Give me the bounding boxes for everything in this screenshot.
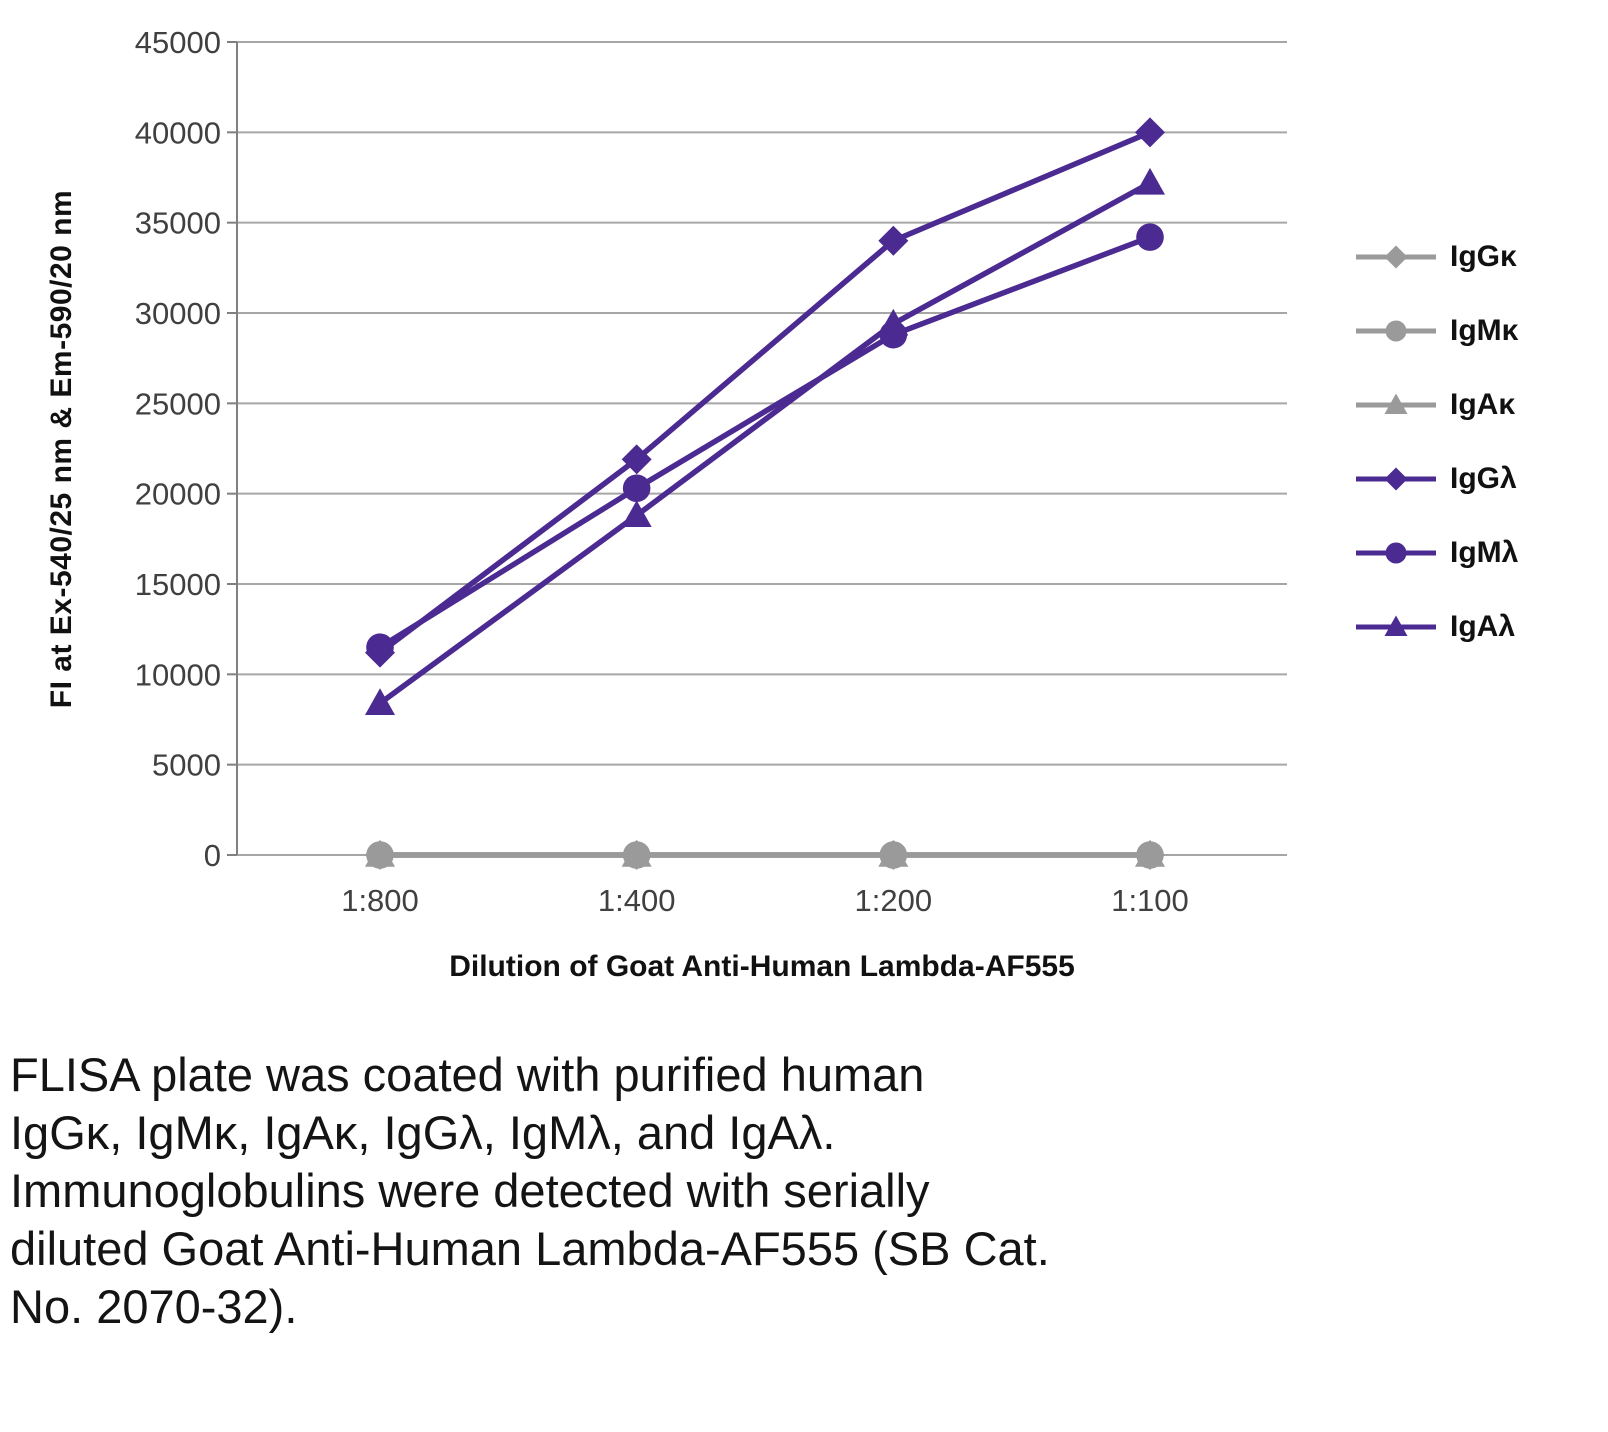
legend-item-IgMλ: IgMλ [1352,536,1518,570]
marker-IgAλ [1135,167,1165,195]
marker-IgAκ [621,840,652,867]
triangle-marker-icon [1356,393,1436,414]
x-tick-label: 1:100 [1111,883,1189,918]
legend-label: IgMκ [1450,314,1519,347]
marker-IgMλ [366,633,394,662]
marker-IgAκ [878,840,909,867]
legend-label: IgGκ [1450,240,1517,273]
legend-item-IgGκ: IgGκ [1352,240,1518,274]
marker-IgAκ [365,840,395,867]
marker-IgAλ [621,500,652,528]
caption-line: Immunoglobulins were detected with seria… [10,1164,930,1217]
circle-marker-icon [1356,542,1436,564]
x-axis-title: Dilution of Goat Anti-Human Lambda-AF555 [449,950,1075,983]
marker-IgAλ [365,688,395,715]
diamond-marker-icon [1356,467,1436,491]
caption: FLISA plate was coated with purified hum… [10,1046,1578,1336]
marker-IgGλ [1135,117,1165,148]
legend-item-IgMκ: IgMκ [1352,314,1518,348]
circle-marker-icon [1356,320,1436,342]
x-tick-label: 1:200 [855,883,933,918]
x-tick-label: 1:400 [598,883,676,918]
marker-IgMλ [622,474,651,503]
y-tick-label: 20000 [135,477,221,512]
caption-line: IgGκ, IgMκ, IgAκ, IgGλ, IgMλ, and IgAλ. [10,1106,836,1159]
legend-label: IgMλ [1450,536,1519,569]
marker-IgAκ [1135,840,1165,867]
diamond-marker-icon [1356,245,1436,269]
legend-item-IgAλ: IgAλ [1352,610,1518,644]
y-tick-label: 15000 [135,567,221,602]
series-line-IgMλ [377,234,1153,650]
y-tick-label: 10000 [135,657,221,692]
marker-IgGλ [621,444,652,475]
marker-IgMλ [1136,223,1164,251]
marker-IgAλ [878,308,909,336]
x-tick-label: 1:800 [341,883,419,918]
y-tick-label: 40000 [135,115,221,150]
legend: IgGκ IgMκ IgAκ IgGλ IgMλ IgAλ [1352,240,1518,684]
y-tick-label: 35000 [135,206,221,241]
y-tick-label: 45000 [135,25,221,60]
legend-label: IgAκ [1450,388,1516,421]
marker-IgGλ [878,225,909,256]
y-tick-label: 25000 [135,386,221,421]
series-line-IgGλ [377,129,1153,656]
y-tick-label: 5000 [152,748,221,783]
legend-item-IgGλ: IgGλ [1352,462,1518,496]
caption-line: diluted Goat Anti-Human Lambda-AF555 (SB… [10,1222,1050,1275]
legend-label: IgGλ [1450,462,1517,495]
chart-plot: 0 5000 10000 15000 20000 25000 30000 35000 40000… [135,25,1287,918]
triangle-marker-icon [1356,615,1436,636]
y-axis-title: FI at Ex-540/25 nm & Em-590/20 nm [45,189,78,709]
y-tick-label: 0 [204,838,221,873]
series-line-IgAλ [377,180,1153,706]
legend-item-IgAκ: IgAκ [1352,388,1518,422]
caption-line: FLISA plate was coated with purified hum… [10,1048,925,1101]
y-tick-label: 30000 [135,296,221,331]
caption-line: No. 2070-32). [10,1280,298,1333]
legend-label: IgAλ [1450,610,1516,643]
